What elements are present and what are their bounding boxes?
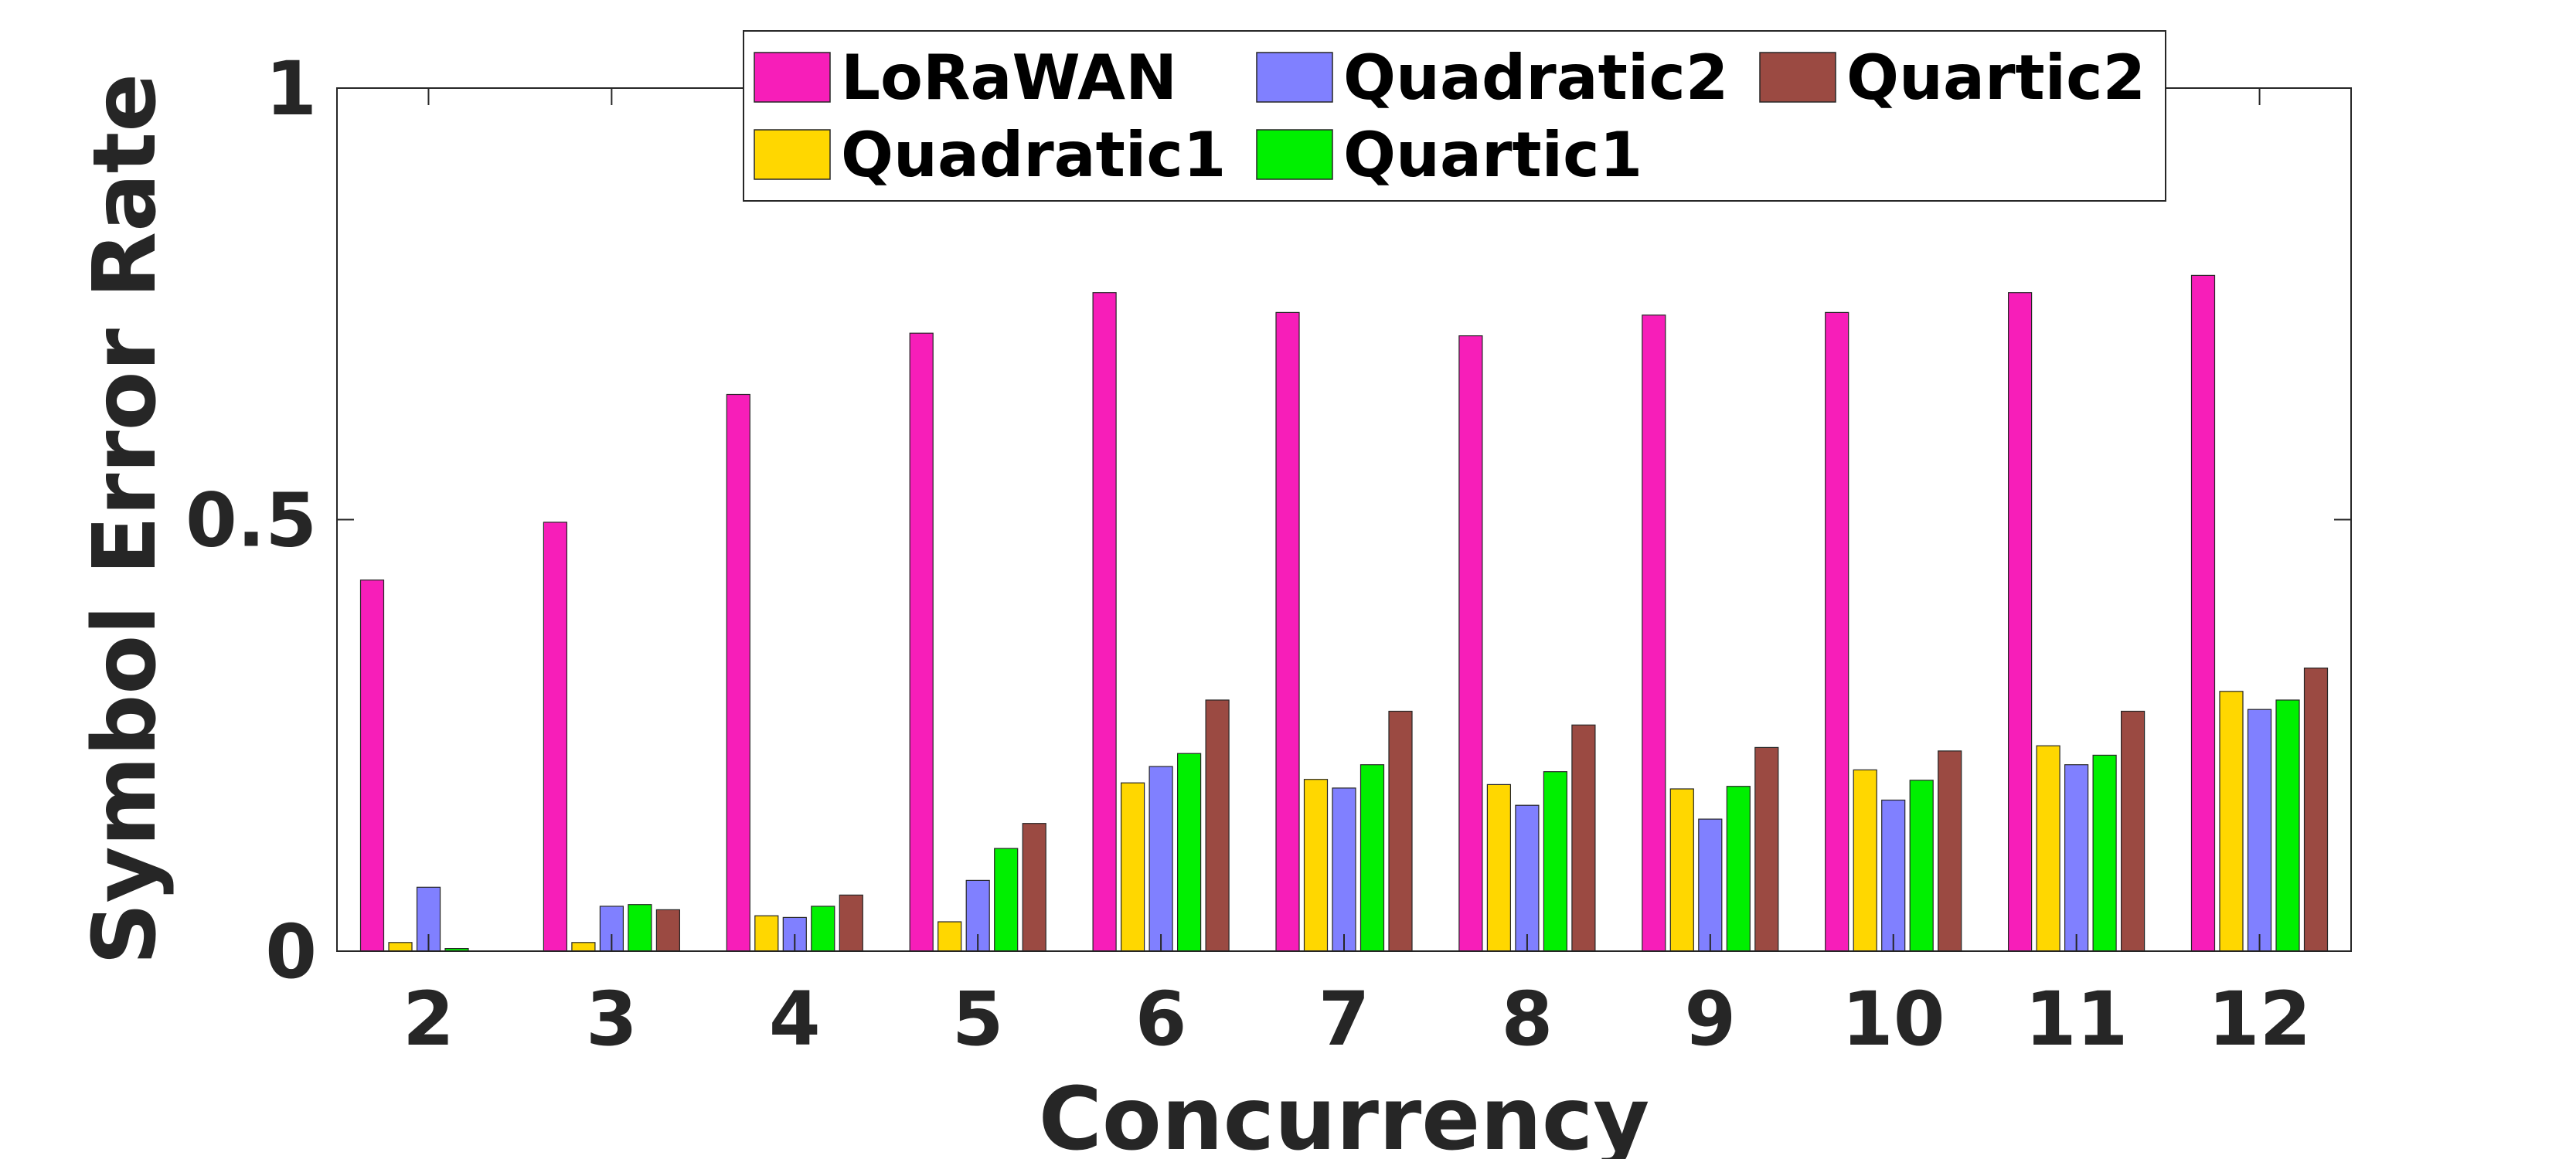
- legend-label-quadratic2: Quadratic2: [1343, 42, 1728, 114]
- bar-quartic1-3: [628, 904, 652, 952]
- legend-label-quadratic1: Quadratic1: [841, 119, 1226, 191]
- bar-lorawan-3: [543, 522, 568, 952]
- x-tick-label: 7: [1319, 976, 1370, 1062]
- bar-quadratic2-7: [1332, 787, 1356, 952]
- bar-quartic2-11: [2121, 710, 2146, 952]
- bar-quadratic2-8: [1515, 804, 1540, 952]
- bar-quadratic2-11: [2064, 764, 2089, 952]
- bar-quadratic1-8: [1486, 783, 1512, 952]
- bar-quadratic1-9: [1669, 788, 1694, 952]
- bar-quadratic1-7: [1303, 779, 1329, 952]
- bar-quadratic2-6: [1148, 766, 1173, 952]
- bar-quadratic1-12: [2219, 691, 2244, 952]
- bar-quadratic2-9: [1698, 818, 1723, 952]
- bar-quartic1-8: [1543, 771, 1568, 952]
- legend-swatch-quartic2: [1759, 52, 1836, 103]
- bar-lorawan-4: [726, 393, 750, 952]
- x-tick-label: 4: [769, 976, 821, 1062]
- y-tick-label: 0.5: [185, 478, 317, 564]
- x-tick-label: 5: [952, 976, 1004, 1062]
- x-tick-label: 8: [1502, 976, 1553, 1062]
- bar-quartic2-4: [839, 894, 863, 952]
- bar-quadratic2-12: [2247, 709, 2272, 952]
- bar-quartic1-5: [994, 848, 1019, 952]
- bar-quartic1-10: [1909, 780, 1934, 952]
- x-tick-label: 12: [2208, 976, 2312, 1062]
- bar-lorawan-7: [1275, 311, 1300, 952]
- bar-quadratic1-10: [1853, 769, 1877, 952]
- x-tick-label: 2: [403, 976, 454, 1062]
- bar-quartic2-3: [655, 909, 681, 952]
- legend-label-lorawan: LoRaWAN: [841, 42, 1177, 114]
- bar-quadratic1-3: [571, 942, 596, 952]
- bar-quadratic1-4: [754, 915, 779, 952]
- bar-quartic2-5: [1022, 823, 1046, 952]
- y-tick-label: 1: [265, 46, 317, 132]
- bar-quadratic1-6: [1120, 782, 1145, 952]
- bar-quartic1-12: [2275, 699, 2300, 952]
- bar-lorawan-5: [909, 332, 934, 952]
- bar-lorawan-6: [1092, 292, 1117, 952]
- bar-lorawan-2: [359, 580, 385, 952]
- bar-quadratic1-5: [938, 921, 962, 952]
- legend-box: [743, 30, 2166, 202]
- bar-quartic2-7: [1388, 710, 1413, 952]
- bar-quartic1-11: [2092, 754, 2117, 952]
- bar-quadratic2-10: [1881, 799, 1906, 952]
- bar-quartic2-12: [2303, 667, 2329, 952]
- x-tick-label: 3: [586, 976, 638, 1062]
- bar-quartic1-4: [811, 906, 835, 952]
- y-axis: 00.51: [185, 46, 2351, 995]
- bar-quartic2-10: [1938, 750, 1962, 952]
- legend-label-quartic2: Quartic2: [1846, 42, 2146, 114]
- x-axis-label: Concurrency: [1039, 1069, 1650, 1159]
- x-tick-label: 9: [1684, 976, 1736, 1062]
- legend-swatch-lorawan: [754, 52, 831, 103]
- bar-lorawan-10: [1825, 311, 1849, 952]
- bar-quartic2-8: [1571, 724, 1596, 952]
- bar-quartic2-6: [1205, 699, 1230, 952]
- legend-swatch-quadratic2: [1256, 52, 1333, 103]
- y-tick-label: 0: [265, 909, 317, 995]
- bar-quartic1-7: [1359, 764, 1385, 952]
- x-tick-label: 10: [1842, 976, 1945, 1062]
- bar-lorawan-12: [2190, 274, 2216, 952]
- legend-label-quartic1: Quartic1: [1343, 119, 1642, 191]
- x-tick-label: 6: [1135, 976, 1187, 1062]
- x-axis: 2 3 4 5 6 7 8 9 10 11 12: [403, 88, 2311, 1062]
- bar-lorawan-9: [1642, 314, 1666, 952]
- x-tick-label: 11: [2025, 976, 2129, 1062]
- y-axis-label: Symbol Error Rate: [75, 73, 175, 965]
- bar-lorawan-11: [2008, 292, 2033, 952]
- bar-lorawan-8: [1458, 335, 1483, 952]
- bar-quadratic1-11: [2036, 745, 2060, 952]
- legend-swatch-quadratic1: [754, 129, 831, 180]
- bar-quadratic1-2: [388, 942, 413, 952]
- bar-quartic2-9: [1754, 746, 1779, 952]
- bar-quartic1-6: [1176, 753, 1202, 952]
- legend-swatch-quartic1: [1256, 129, 1333, 180]
- bar-quartic1-9: [1726, 786, 1751, 952]
